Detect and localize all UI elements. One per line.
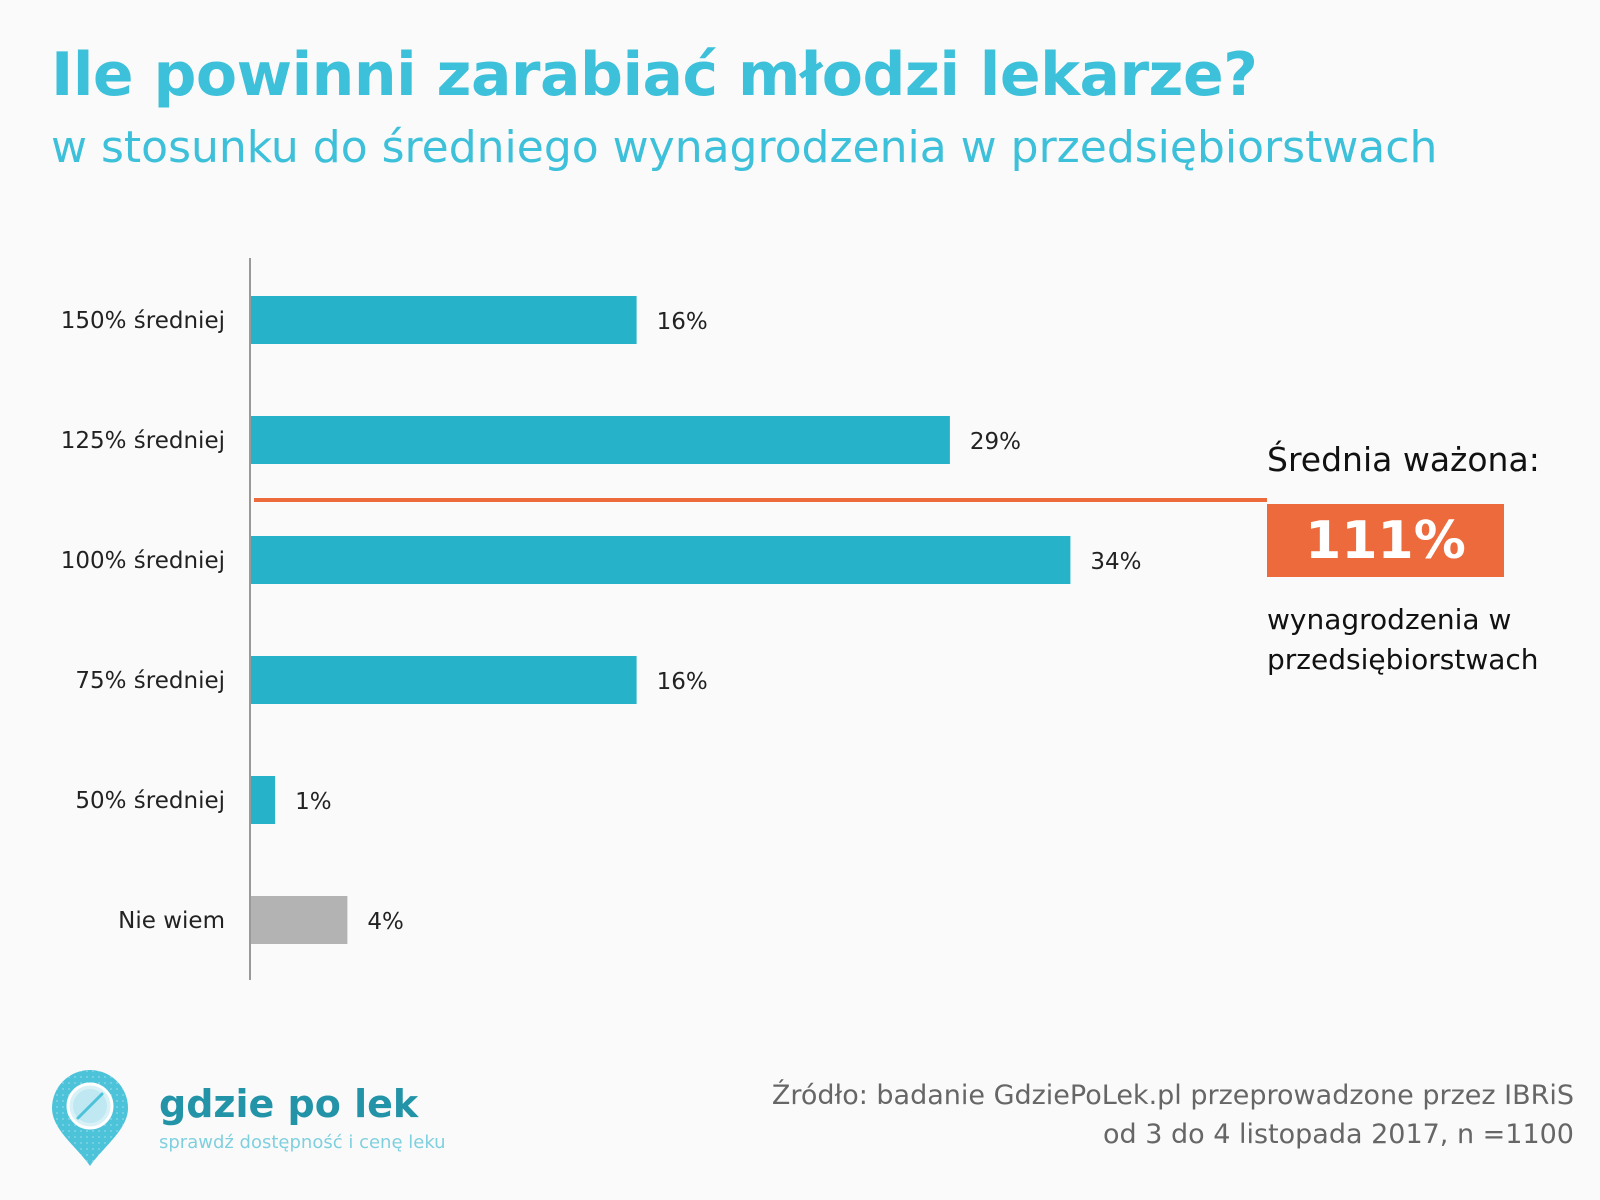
category-label: 100% średniej	[61, 548, 225, 574]
source-note: Źródło: badanie GdziePoLek.pl przeprowad…	[772, 1076, 1574, 1154]
weighted-average-label: Średnia ważona:	[1267, 440, 1540, 479]
logo-name: gdzie po lek	[159, 1082, 419, 1126]
logo-tagline: sprawdź dostępność i cenę leku	[159, 1132, 446, 1153]
pill-pin-logo-icon	[52, 1070, 128, 1166]
data-label: 4%	[367, 909, 404, 935]
category-label: 150% średniej	[61, 308, 225, 334]
data-label: 34%	[1090, 549, 1141, 575]
bar	[251, 536, 1071, 584]
weighted-average-value: 111%	[1267, 504, 1504, 577]
source-line-2: od 3 do 4 listopada 2017, n =1100	[1102, 1119, 1574, 1150]
weighted-average-description: wynagrodzenia w przedsiębiorstwach	[1267, 603, 1539, 676]
data-label: 16%	[657, 669, 708, 695]
bar	[251, 896, 348, 944]
bar	[251, 776, 276, 824]
data-label: 1%	[295, 789, 332, 815]
data-label: 16%	[657, 309, 708, 335]
category-label: 125% średniej	[61, 428, 225, 454]
bar-chart: 150% średniej 16% 125% średniej 29% 100% śre…	[61, 258, 1267, 980]
bar	[251, 416, 950, 464]
chart-subtitle: w stosunku do średniego wynagrodzenia w …	[51, 122, 1438, 173]
data-label: 29%	[970, 429, 1021, 455]
category-label: Nie wiem	[118, 908, 225, 934]
bar	[251, 296, 637, 344]
source-line-1: Źródło: badanie GdziePoLek.pl przeprowad…	[771, 1080, 1574, 1111]
category-label: 50% średniej	[75, 788, 225, 814]
category-label: 75% średniej	[75, 668, 225, 694]
bar	[251, 656, 637, 704]
chart-title: Ile powinni zarabiać młodzi lekarze?	[51, 40, 1258, 110]
